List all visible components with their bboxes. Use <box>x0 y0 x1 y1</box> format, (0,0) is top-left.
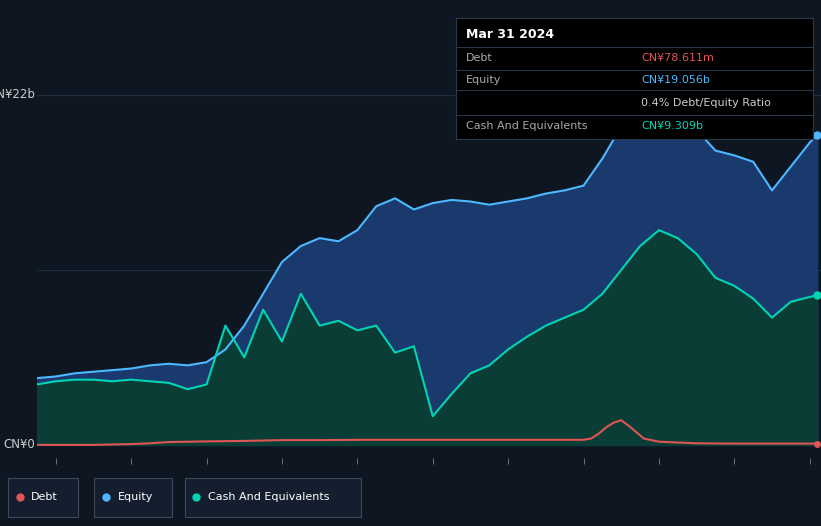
FancyBboxPatch shape <box>8 478 78 518</box>
Text: 0.4% Debt/Equity Ratio: 0.4% Debt/Equity Ratio <box>641 98 771 108</box>
FancyBboxPatch shape <box>94 478 172 518</box>
Text: Mar 31 2024: Mar 31 2024 <box>466 28 554 41</box>
Text: Equity: Equity <box>466 75 502 85</box>
Text: CN¥78.611m: CN¥78.611m <box>641 53 714 63</box>
Text: CN¥22b: CN¥22b <box>0 88 35 102</box>
Text: CN¥0: CN¥0 <box>3 438 35 451</box>
FancyBboxPatch shape <box>185 478 361 518</box>
Text: CN¥19.056b: CN¥19.056b <box>641 75 710 85</box>
Text: Cash And Equivalents: Cash And Equivalents <box>208 492 329 502</box>
Text: Cash And Equivalents: Cash And Equivalents <box>466 121 588 131</box>
Text: Debt: Debt <box>31 492 58 502</box>
Text: Equity: Equity <box>117 492 153 502</box>
Text: Debt: Debt <box>466 53 493 63</box>
Text: CN¥9.309b: CN¥9.309b <box>641 121 704 131</box>
